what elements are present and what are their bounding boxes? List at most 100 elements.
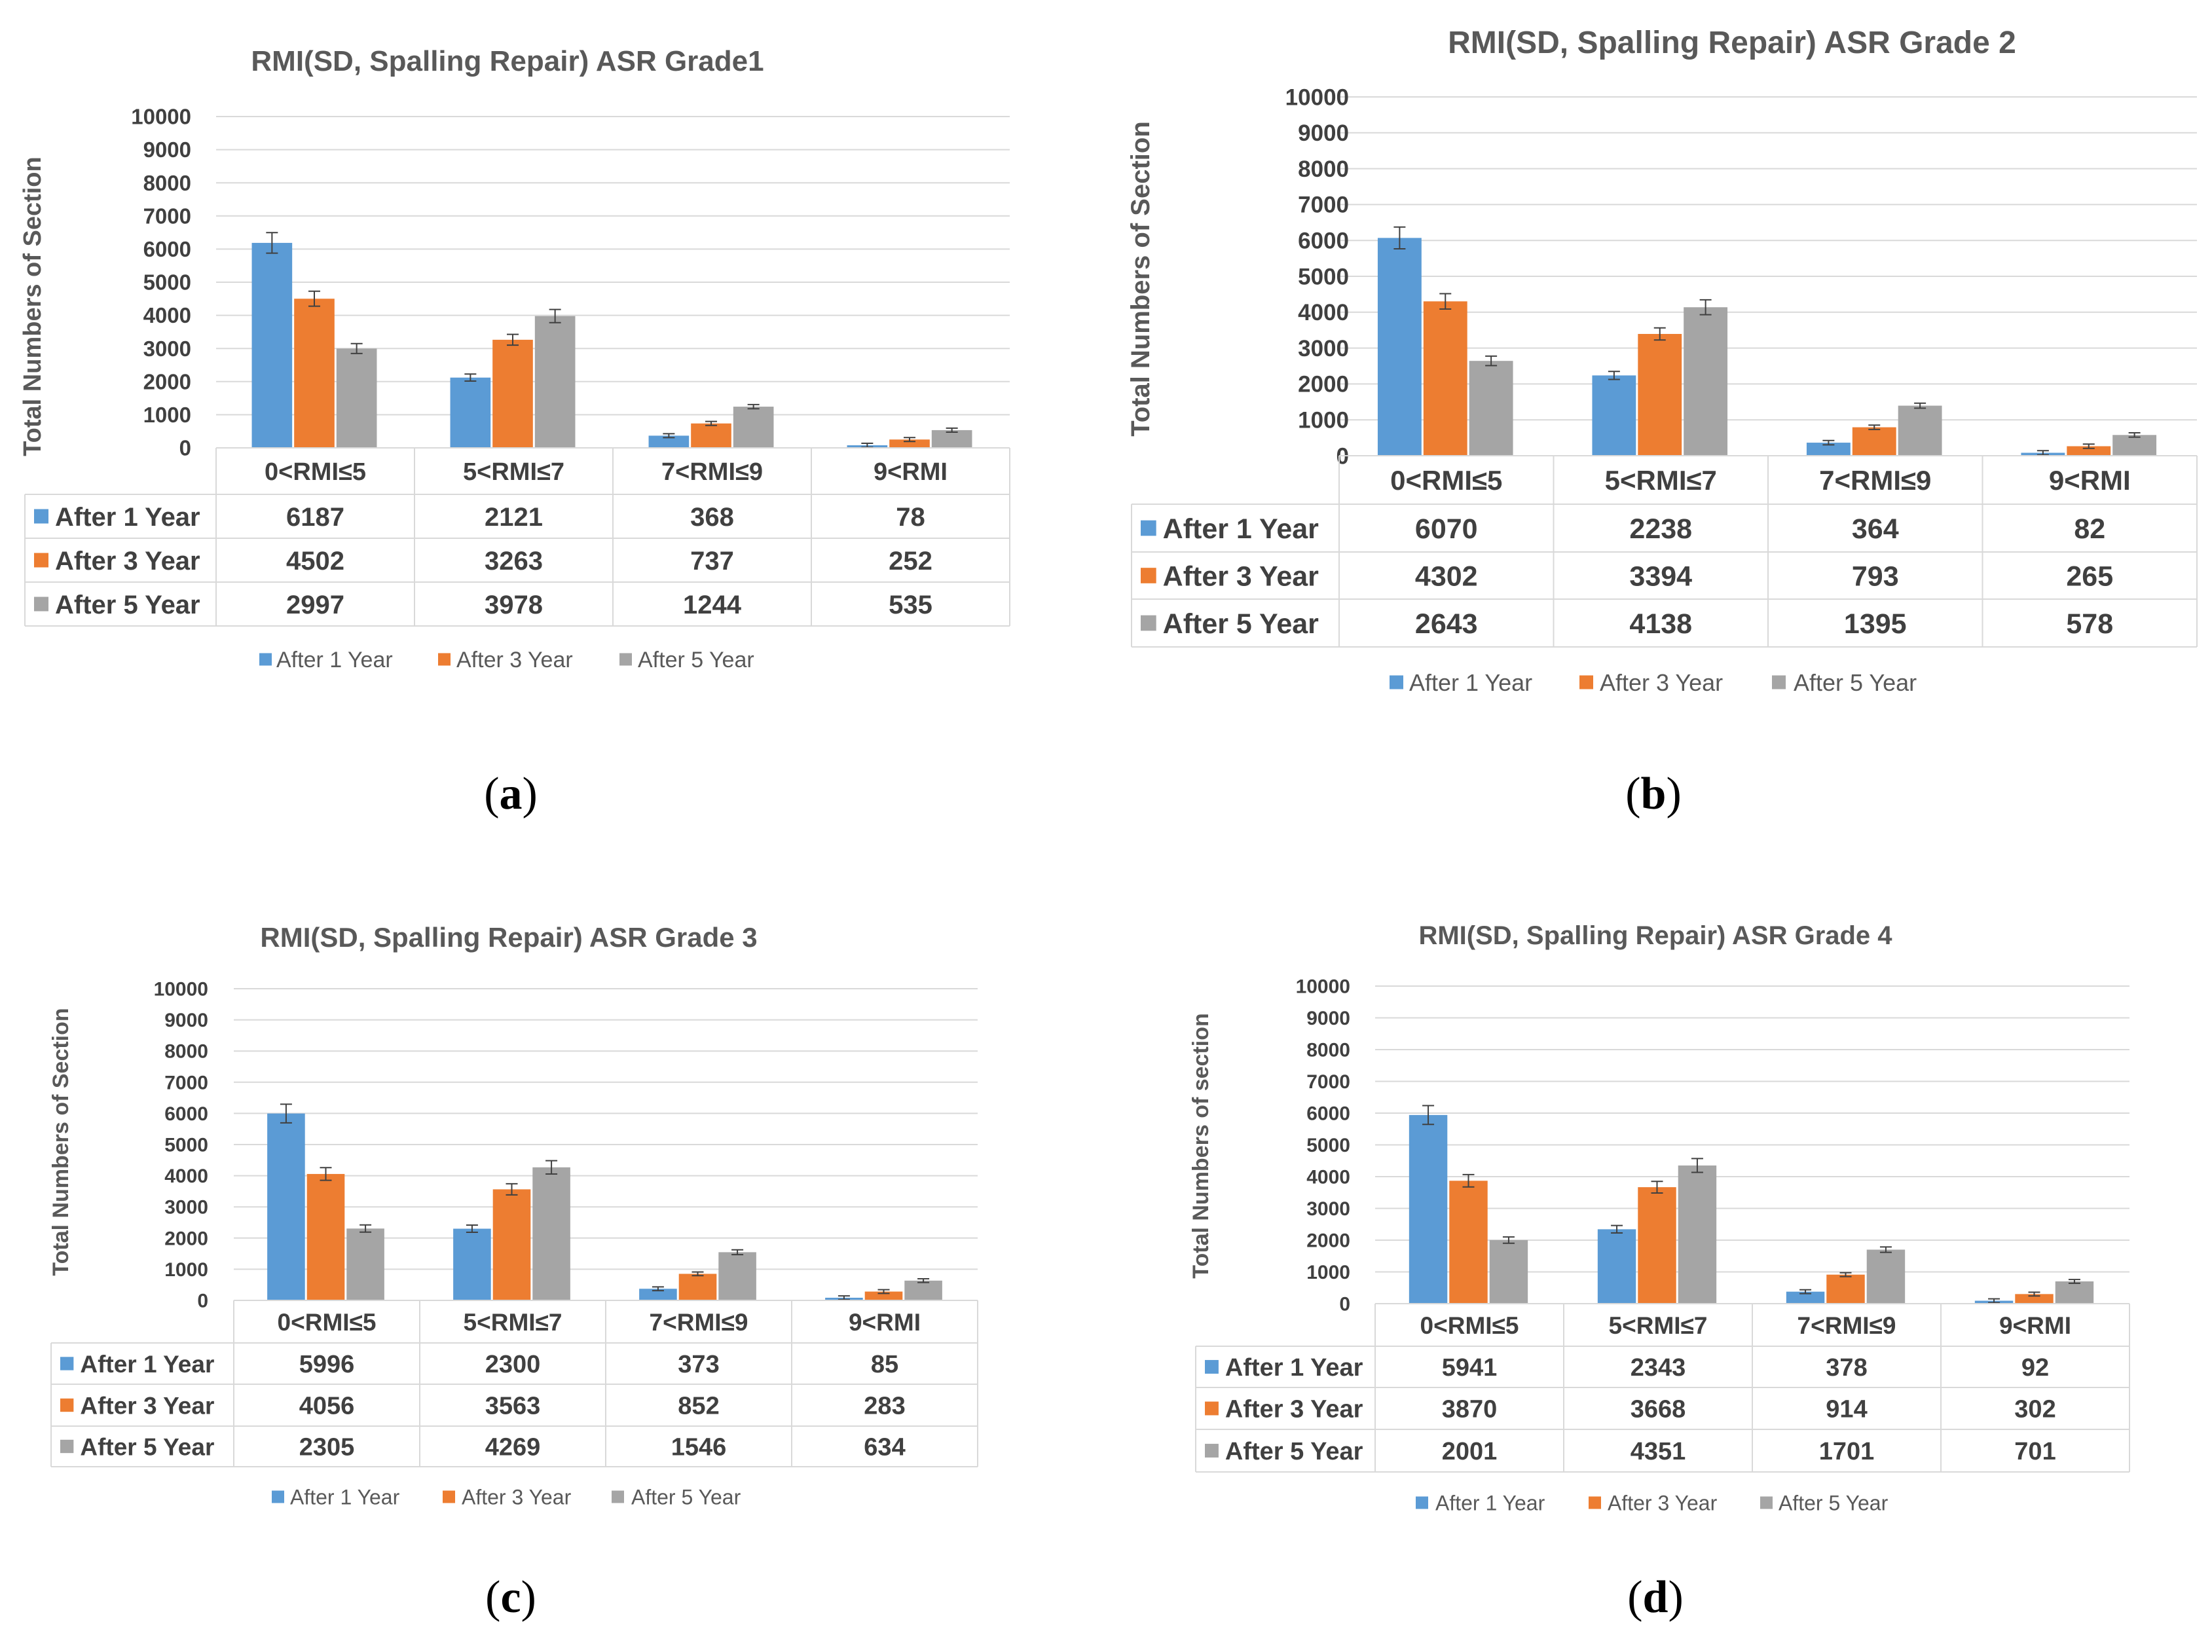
table-cell-value: 2121: [485, 503, 543, 532]
legend-swatch: [1760, 1496, 1773, 1509]
table-cell-value: 92: [2021, 1354, 2049, 1382]
table-cell-value: 1395: [1844, 608, 1907, 640]
bar-d-s1-c3: [1786, 1291, 1825, 1304]
table-row-label: After 1 Year: [80, 1351, 214, 1378]
legend-swatch: [443, 1490, 455, 1503]
table-cell-value: 2300: [485, 1351, 541, 1378]
category-label: 0<RMI≤5: [1420, 1312, 1519, 1339]
y-tick-label: 4000: [143, 303, 191, 327]
bar-b-s2-c4: [2067, 446, 2111, 456]
table-cell-value: 1701: [1819, 1438, 1875, 1465]
legend-label: After 5 Year: [631, 1486, 741, 1509]
y-tick-label: 3000: [143, 337, 191, 361]
legend-swatch: [259, 653, 272, 666]
table-cell-value: 3563: [485, 1393, 541, 1420]
caption-paren-close: ): [1666, 769, 1681, 819]
category-label: 9<RMI: [849, 1309, 921, 1336]
y-tick-label: 7000: [1298, 193, 1349, 218]
table-cell-value: 535: [889, 591, 932, 619]
row-legend-swatch: [60, 1398, 74, 1412]
legend-label: After 3 Year: [462, 1486, 572, 1509]
table-cell-value: 2343: [1631, 1354, 1686, 1382]
chart-panel-b: RMI(SD, Spalling Repair) ASR Grade 2 Tota…: [1126, 26, 2198, 819]
legend-swatch: [438, 653, 451, 666]
chart-title: RMI(SD, Spalling Repair) ASR Grade1: [251, 45, 764, 77]
table-cell-value: 2643: [1415, 608, 1478, 640]
caption-paren-open: (: [484, 769, 499, 819]
bar-b-s3-c3: [1898, 405, 1942, 456]
bar-a-s2-c1: [294, 299, 335, 448]
bar-d-s2-c3: [1826, 1274, 1865, 1304]
table-cell-value: 85: [871, 1351, 898, 1378]
legend-swatch: [619, 653, 632, 666]
table-cell-value: 6187: [286, 503, 344, 532]
y-tick-label: 0: [197, 1291, 208, 1312]
category-label: 5<RMI≤7: [1609, 1312, 1708, 1339]
chart-panel-c: RMI(SD, Spalling Repair) ASR Grade 3 Tota…: [48, 922, 978, 1623]
table-row-label: After 3 Year: [1225, 1396, 1363, 1423]
table-cell-value: 3978: [485, 591, 543, 619]
category-label: 7<RMI≤9: [650, 1309, 748, 1336]
category-label: 9<RMI: [2049, 465, 2131, 496]
table-cell-value: 4502: [286, 547, 344, 576]
table-cell-value: 373: [678, 1351, 719, 1378]
y-tick-label: 6000: [143, 237, 191, 261]
category-label: 5<RMI≤7: [464, 1309, 562, 1336]
y-axis-label: Total Numbers of Section: [1126, 121, 1155, 437]
y-tick-label: 1000: [1306, 1262, 1350, 1283]
table-cell-value: 2997: [286, 591, 344, 619]
table-row-label: After 5 Year: [1163, 608, 1319, 640]
category-label: 5<RMI≤7: [1605, 465, 1717, 496]
y-tick-label: 3000: [1306, 1198, 1350, 1220]
bar-d-s3-c3: [1866, 1249, 1906, 1304]
legend-label: After 5 Year: [1794, 669, 1917, 696]
bar-a-s3-c4: [931, 430, 972, 448]
y-tick-label: 7000: [143, 204, 191, 228]
bar-c-s2-c3: [678, 1274, 717, 1300]
legend-label: After 1 Year: [290, 1486, 400, 1509]
y-tick-label: 9000: [1306, 1008, 1350, 1029]
table-cell-value: 265: [2066, 560, 2113, 592]
row-legend-swatch: [34, 553, 48, 568]
category-label: 9<RMI: [874, 458, 948, 486]
y-tick-label: 5000: [143, 270, 191, 295]
y-tick-label: 7000: [1306, 1071, 1350, 1093]
y-tick-label: 1000: [164, 1259, 208, 1281]
bar-a-s1-c3: [648, 435, 690, 448]
table-cell-value: 302: [2014, 1396, 2055, 1423]
table-cell-value: 3263: [485, 547, 543, 576]
legend-swatch: [1589, 1496, 1601, 1509]
caption-paren-close: ): [523, 769, 538, 819]
category-label: 0<RMI≤5: [1390, 465, 1502, 496]
legend-label: After 5 Year: [638, 648, 754, 672]
bar-a-s3-c2: [534, 316, 576, 448]
caption-letter: a: [500, 769, 523, 819]
y-tick-label: 2000: [143, 369, 191, 394]
legend-label: After 1 Year: [1409, 669, 1532, 696]
table-cell-value: 378: [1826, 1354, 1867, 1382]
y-tick-label: 2000: [1298, 372, 1349, 397]
bar-c-s3-c3: [718, 1252, 756, 1300]
y-tick-label: 5000: [164, 1135, 208, 1156]
bar-a-s3-c1: [336, 348, 377, 448]
bar-b-s2-c1: [1423, 301, 1467, 456]
y-axis-label: Total Numbers of section: [1189, 1013, 1213, 1279]
y-tick-label: 9000: [143, 138, 191, 162]
table-cell-value: 4302: [1415, 560, 1478, 592]
y-tick-label: 2000: [164, 1228, 208, 1249]
y-tick-label: 4000: [1298, 300, 1349, 325]
bar-c-s3-c1: [346, 1228, 384, 1300]
row-legend-swatch: [60, 1357, 74, 1370]
table-cell-value: 852: [678, 1393, 719, 1420]
bar-b-s2-c3: [1852, 427, 1896, 456]
bar-b-s1-c1: [1377, 238, 1422, 456]
bar-d-s1-c1: [1409, 1114, 1448, 1304]
category-label: 7<RMI≤9: [661, 458, 763, 486]
table-cell-value: 368: [690, 503, 734, 532]
y-tick-label: 8000: [143, 171, 191, 195]
y-tick-label: 4000: [1306, 1167, 1350, 1188]
table-cell-value: 4351: [1631, 1438, 1686, 1465]
y-tick-label: 6000: [1298, 228, 1349, 253]
y-tick-label: 1000: [1298, 407, 1349, 433]
y-axis-label: Total Numbers of Section: [48, 1008, 73, 1276]
